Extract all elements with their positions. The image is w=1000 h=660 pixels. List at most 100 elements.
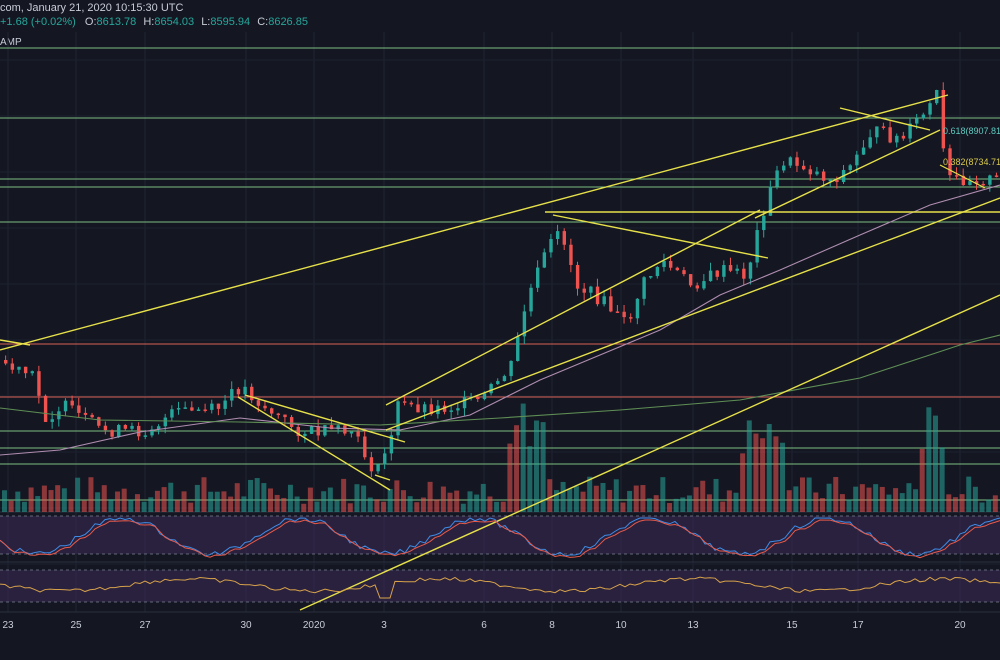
trendline	[299, 294, 1000, 611]
volume-bar	[115, 491, 121, 512]
candle-body	[881, 126, 886, 128]
volume-bar	[653, 495, 659, 512]
volume-bar	[780, 442, 786, 512]
volume-bar	[959, 494, 965, 512]
volume-bar	[48, 490, 54, 512]
volume-bar	[793, 486, 799, 512]
candle-body	[449, 410, 453, 412]
candle-body	[236, 389, 241, 395]
volume-bar	[560, 481, 566, 512]
volume-bar	[480, 483, 486, 512]
volume-bar	[567, 488, 573, 512]
candle-body	[868, 137, 872, 148]
candle-body	[183, 407, 187, 409]
volume-bar	[374, 499, 380, 512]
volume-bar	[28, 487, 34, 512]
volume-bar	[607, 489, 613, 512]
volume-bar	[228, 496, 234, 512]
volume-bar	[553, 490, 559, 512]
candle-body	[954, 175, 959, 177]
candle-body	[555, 231, 560, 240]
volume-bar	[859, 484, 865, 512]
volume-bar	[826, 483, 832, 512]
volume-bar	[972, 486, 978, 512]
volume-bar	[913, 489, 919, 512]
volume-bar	[766, 424, 772, 512]
candle-body	[502, 376, 507, 382]
candle-body	[802, 165, 806, 170]
volume-bar	[693, 487, 699, 512]
volume-bar	[979, 502, 985, 512]
vwap-indicator-tag[interactable]: AMP	[0, 37, 22, 48]
fib-level-label: 0.382(8734.71)	[943, 157, 1000, 167]
volume-bar	[440, 486, 446, 512]
stochastic-d-line	[0, 519, 1000, 559]
candle-body	[283, 414, 287, 418]
volume-bar	[55, 485, 61, 512]
x-tick-label: 8	[549, 620, 555, 631]
candle-body	[795, 157, 799, 166]
candle-body	[383, 453, 387, 465]
candle-body	[476, 396, 480, 400]
candle-body	[117, 424, 121, 437]
volume-bar	[261, 483, 267, 512]
moving-average-long	[0, 334, 1000, 426]
volume-bar	[507, 443, 513, 512]
candle-body	[83, 412, 88, 415]
candle-body	[270, 408, 274, 414]
candle-body	[190, 407, 194, 411]
volume-bar	[919, 448, 925, 512]
volume-bar	[573, 486, 579, 512]
candle-body	[516, 336, 520, 361]
candle-body	[210, 403, 214, 410]
candle-body	[63, 400, 68, 412]
candle-body	[37, 371, 41, 396]
volume-bar	[394, 480, 400, 512]
x-tick-label: 23	[2, 620, 14, 631]
volume-bar	[387, 488, 393, 512]
volume-bar	[460, 503, 466, 512]
volume-bar	[819, 498, 825, 512]
candle-body	[602, 296, 606, 305]
volume-bar	[108, 499, 114, 512]
volume-bar	[254, 478, 260, 512]
volume-bar	[946, 494, 952, 512]
candle-body	[343, 425, 347, 434]
volume-bar	[906, 483, 912, 512]
candle-body	[861, 147, 866, 155]
candle-body	[456, 408, 460, 411]
trendline	[0, 339, 31, 346]
candle-body	[263, 405, 267, 409]
candle-body	[409, 402, 414, 405]
x-tick-label: 3	[381, 620, 387, 631]
rsi-line	[0, 576, 1000, 599]
candle-body	[748, 262, 753, 279]
volume-bar	[347, 503, 353, 512]
candle-body	[97, 417, 101, 426]
candle-body	[137, 425, 141, 437]
volume-bar	[647, 498, 653, 512]
candle-body	[622, 311, 626, 318]
candle-body	[642, 277, 646, 299]
trendline	[237, 396, 391, 491]
volume-bar	[168, 482, 174, 512]
volume-bar	[420, 497, 426, 512]
candle-body	[762, 215, 766, 231]
candle-body	[875, 126, 879, 138]
volume-bar	[407, 496, 413, 512]
candle-body	[908, 123, 912, 139]
candle-body	[403, 401, 407, 403]
x-tick-label: 17	[852, 620, 864, 631]
candle-body	[895, 135, 899, 143]
candle-body	[968, 181, 972, 186]
close-label: C:	[257, 16, 269, 28]
volume-bar	[354, 484, 360, 512]
candle-body	[708, 270, 713, 282]
volume-bar	[866, 487, 872, 512]
candle-body	[289, 417, 294, 427]
candle-body	[589, 286, 593, 293]
volume-bar	[926, 407, 932, 512]
candle-body	[915, 118, 919, 124]
candle-body	[855, 154, 859, 166]
